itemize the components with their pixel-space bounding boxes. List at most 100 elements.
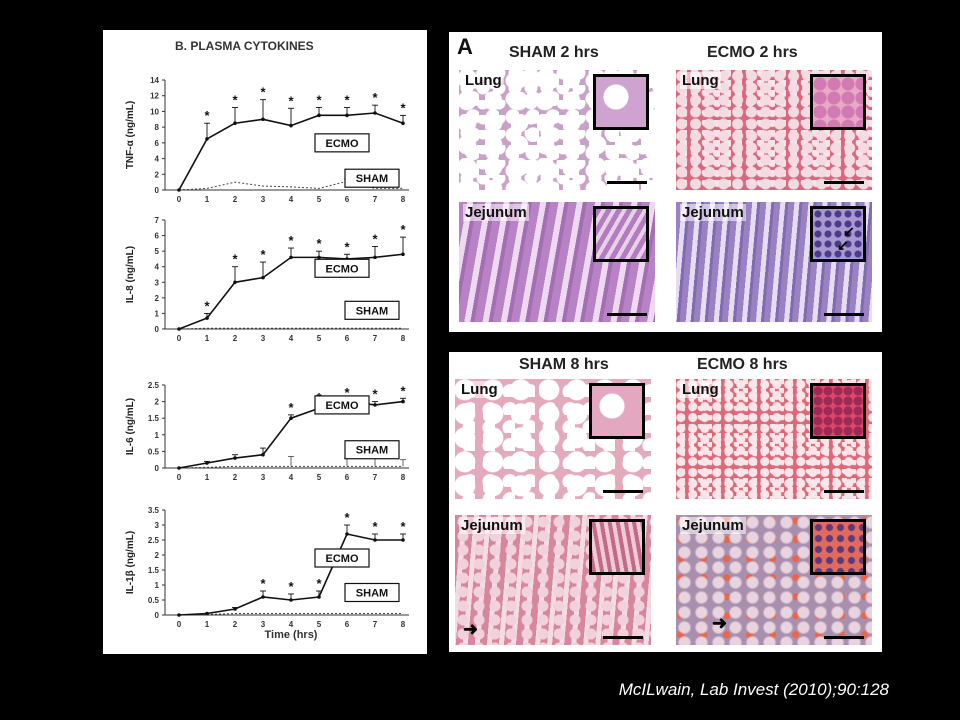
x-tick-label: 2 [233,195,238,204]
ecmo-data-point [177,327,181,331]
significance-asterisk: * [372,231,378,246]
magnified-inset [810,519,866,575]
magnified-inset: ↙ ↙ [810,206,866,262]
y-tick-label: 6 [155,232,160,241]
x-tick-label: 0 [177,195,182,204]
significance-asterisk: * [344,239,350,254]
significance-asterisk: * [400,383,406,398]
histology-8hrs-panel: SHAM 8 hrs ECMO 8 hrs Lung Lung Jejunum … [449,352,882,652]
significance-asterisk: * [372,519,378,534]
tissue-label-lung: Lung [680,72,721,89]
ecmo-data-point [177,613,181,617]
y-tick-label: 6 [155,139,160,148]
sham-legend-label: SHAM [356,305,388,317]
ecmo-data-point [345,532,349,536]
significance-asterisk: * [232,252,238,267]
x-tick-label: 4 [289,195,294,204]
scale-bar [607,181,647,184]
sham-legend-box [344,168,400,188]
y-axis-label: TNF-α (ng/mL) [125,101,136,169]
sham-2hrs-title: SHAM 2 hrs [509,44,599,61]
significance-asterisk: * [316,236,322,251]
significance-asterisk: * [204,108,210,123]
x-tick-label: 7 [373,334,378,343]
arrow-icon: ➜ [463,619,479,639]
x-tick-label: 7 [373,473,378,482]
y-tick-label: 0.5 [148,447,160,456]
x-tick-label: 3 [261,334,266,343]
x-tick-label: 5 [317,334,322,343]
x-tick-label: 5 [317,195,322,204]
ecmo-data-point [205,611,209,616]
tissue-label-jejunum: Jejunum [459,517,525,534]
magnified-inset [593,74,649,130]
sham-legend-box [344,300,400,320]
x-tick-label: 6 [345,195,350,204]
ecmo-2hrs-title: ECMO 2 hrs [707,44,798,61]
magnified-inset [593,206,649,262]
x-tick-label: 6 [345,620,350,629]
ecmo-data-point [373,538,377,542]
significance-asterisk: * [232,93,238,108]
y-tick-label: 1 [155,581,160,590]
y-tick-label: 1 [155,431,160,440]
ecmo-legend-label: ECMO [326,263,359,275]
x-tick-label: 8 [401,334,406,343]
panel-letter: A [457,34,473,59]
x-tick-label: 3 [261,620,266,629]
y-tick-label: 2 [155,294,160,303]
significance-asterisk: * [288,233,294,248]
ecmo-legend-box [314,548,370,568]
jejunum-sham-8hrs-image: Jejunum ➜ [455,515,651,645]
significance-asterisk: * [316,93,322,108]
x-tick-label: 1 [205,620,210,629]
x-tick-label: 4 [289,334,294,343]
sham-legend-box [344,440,400,460]
magnified-inset [589,519,645,575]
significance-asterisk: * [260,247,266,262]
y-tick-label: 2.5 [148,536,160,545]
ecmo-data-point [177,466,181,470]
x-tick-label: 5 [317,620,322,629]
significance-asterisk: * [344,93,350,108]
sham-series-line [178,327,403,330]
tissue-label-lung: Lung [680,381,721,398]
y-tick-label: 0.5 [148,596,160,605]
tissue-label-jejunum: Jejunum [680,204,746,221]
sham-legend-label: SHAM [356,588,388,600]
ecmo-legend-label: ECMO [326,400,359,412]
plasma-cytokines-panel: B. PLASMA CYTOKINES 0 2 4 6 8 10 12 14 0 1 2 3 4 5 6 7 8 T… [103,30,427,654]
y-tick-label: 3.5 [148,506,160,515]
y-tick-label: 14 [150,76,159,85]
x-tick-label: 3 [261,473,266,482]
y-tick-label: 0 [155,464,160,473]
scale-bar [824,490,864,493]
significance-asterisk: * [288,400,294,415]
y-tick-label: 0 [155,186,160,195]
significance-asterisk: * [400,100,406,115]
y-tick-label: 3 [155,278,160,287]
x-tick-label: 7 [373,620,378,629]
y-tick-label: 2.5 [148,381,160,390]
y-axis-label: IL-6 (ng/mL) [125,398,136,455]
x-tick-label: 5 [317,473,322,482]
ecmo-8hrs-title: ECMO 8 hrs [697,356,788,373]
x-tick-label: 1 [205,195,210,204]
arrow-icon: ↙ [837,237,849,253]
ecmo-legend-box [314,395,370,415]
tissue-label-jejunum: Jejunum [680,517,746,534]
lung-ecmo-2hrs-image: Lung [676,70,872,190]
y-tick-label: 1.5 [148,414,160,423]
ecmo-legend-box [314,133,370,153]
magnified-inset [810,74,866,130]
significance-asterisk: * [344,385,350,400]
y-axis-label: IL-1β (ng/mL) [125,531,136,594]
y-tick-label: 2 [155,398,160,407]
lung-ecmo-8hrs-image: Lung [676,379,872,499]
tissue-label-jejunum: Jejunum [463,204,529,221]
x-tick-label: 0 [177,473,182,482]
significance-asterisk: * [400,222,406,237]
x-tick-label: 1 [205,473,210,482]
lung-sham-8hrs-image: Lung [455,379,651,499]
x-tick-label: 4 [289,620,294,629]
